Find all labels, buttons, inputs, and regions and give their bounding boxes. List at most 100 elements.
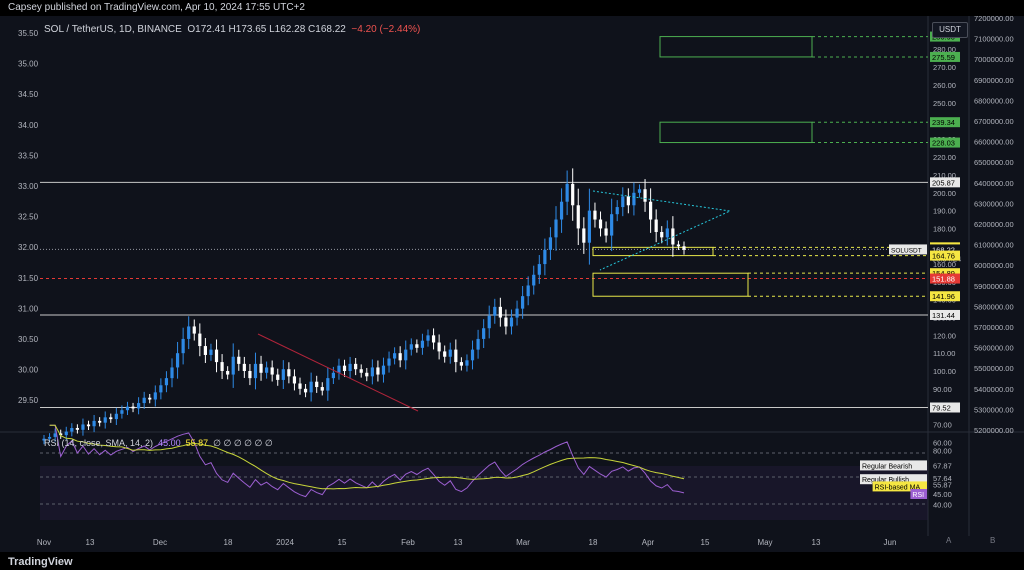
candle-body [253, 363, 258, 379]
rsi-axis-label: 80.00 [933, 446, 952, 455]
candle-body [543, 249, 547, 265]
candle-body [621, 196, 625, 208]
candle-body [598, 219, 603, 229]
candle-body [487, 315, 491, 329]
far-right-axis-label: 5700000.00 [974, 323, 1014, 332]
auto-scale-button[interactable]: A [946, 536, 952, 545]
far-right-axis-label: 6400000.00 [974, 179, 1014, 188]
candle-body [125, 406, 130, 411]
scale-button[interactable]: B [990, 536, 996, 545]
candle-body [214, 349, 219, 363]
price-label: 228.03 [932, 139, 955, 148]
rsi-legend: RSI (14, close, SMA, 14, 2) 45.00 55.87 … [44, 438, 273, 449]
candlestick-chart[interactable]: 35.50 35.00 34.50 34.00 33.50 33.00 32.50 32.00… [0, 16, 1024, 552]
candle-body [521, 296, 525, 309]
candle-body [81, 424, 85, 430]
candle-body [187, 326, 191, 339]
candle-body [348, 363, 352, 371]
far-right-axis-label: 5300000.00 [974, 405, 1014, 414]
candle-body [626, 196, 630, 206]
price-label-bg [930, 177, 960, 188]
candle-body [103, 417, 107, 423]
ohlc-values: O172.41 H173.65 L162.28 C168.22 [187, 24, 346, 35]
candle-body [148, 397, 152, 400]
far-right-axis-label: 7200000.00 [974, 16, 1014, 23]
candle-body [354, 363, 358, 370]
price-label-bg [930, 137, 960, 148]
candle-body [426, 335, 430, 341]
price-axis-label: 270.00 [933, 63, 956, 72]
far-right-axis-label: 5600000.00 [974, 344, 1014, 353]
candle-body [571, 183, 575, 206]
candle-body [209, 349, 213, 355]
candle-body [554, 219, 558, 238]
candle-body [665, 228, 669, 238]
price-axis-label: 280.00 [933, 45, 956, 54]
candle-body [287, 369, 291, 377]
currency-button[interactable]: USDT [932, 22, 968, 38]
x-axis-label: May [757, 538, 772, 547]
candle-body [420, 340, 425, 348]
candle-body [493, 306, 497, 316]
rsi-tag: Regular Bullish [862, 477, 909, 484]
candle-body [415, 344, 419, 348]
candle-body [610, 214, 614, 236]
rsi-axis-label: 57.64 [933, 474, 952, 483]
far-right-axis-label: 5200000.00 [974, 426, 1014, 435]
triangle-pattern [592, 190, 732, 271]
candle-body [86, 424, 91, 427]
left-axis-label: 32.00 [18, 243, 39, 252]
x-axis-label: Dec [153, 538, 167, 547]
price-label: 79.52 [932, 403, 951, 412]
candle-body [92, 420, 96, 427]
left-axis-label: 32.50 [18, 213, 39, 222]
far-right-axis-label: 6200000.00 [974, 220, 1014, 229]
price-label: 151.88 [932, 275, 955, 284]
far-right-axis-label: 6500000.00 [974, 158, 1014, 167]
left-axis-label: 34.50 [18, 90, 39, 99]
far-right-axis-label: 5900000.00 [974, 282, 1014, 291]
candle-body [315, 381, 319, 388]
x-axis-label: Jun [884, 538, 897, 547]
candle-body [70, 428, 74, 432]
x-axis-label: Nov [37, 538, 51, 547]
candle-body [509, 317, 514, 327]
candle-body [131, 406, 135, 409]
x-axis-label: Mar [516, 538, 530, 547]
publisher-bar: Capsey published on TradingView.com, Apr… [0, 0, 1024, 16]
symbol-name: SOL / TetherUS, 1D, BINANCE [44, 24, 182, 35]
candle-body [409, 344, 413, 350]
price-label-bg [930, 268, 960, 279]
candle-body [431, 335, 436, 343]
left-axis-label: 33.00 [18, 182, 39, 191]
candle-body [231, 356, 235, 375]
far-right-axis-label: 5500000.00 [974, 364, 1014, 373]
candle-body [437, 342, 441, 352]
left-axis-label: 35.00 [18, 60, 39, 69]
candle-body [582, 228, 586, 243]
rsi-tag: RSI [912, 492, 924, 499]
candle-body [470, 349, 475, 361]
candle-body [587, 210, 591, 243]
price-axis-label: 60.00 [933, 438, 952, 447]
candle-body [192, 326, 196, 334]
candle-body [75, 428, 79, 430]
left-axis-label: 29.50 [18, 396, 39, 405]
candle-body [482, 328, 486, 339]
x-axis-label: 15 [701, 538, 710, 547]
rsi-value: 45.00 [158, 438, 181, 448]
downtrend-line [257, 333, 419, 412]
candle-body [164, 378, 169, 386]
candle-body [120, 410, 124, 414]
candle-body [265, 367, 269, 373]
price-label-bg [930, 250, 960, 261]
x-axis-label: Apr [642, 538, 655, 547]
candle-body [47, 436, 52, 439]
candle-body [42, 438, 46, 441]
price-change: −4.20 (−2.44%) [351, 24, 421, 35]
price-axis-label: 210.00 [933, 171, 956, 180]
candle-body [365, 372, 369, 377]
x-axis-label: 18 [224, 538, 233, 547]
candle-body [548, 237, 553, 250]
price-axis-label: 180.00 [933, 224, 956, 233]
